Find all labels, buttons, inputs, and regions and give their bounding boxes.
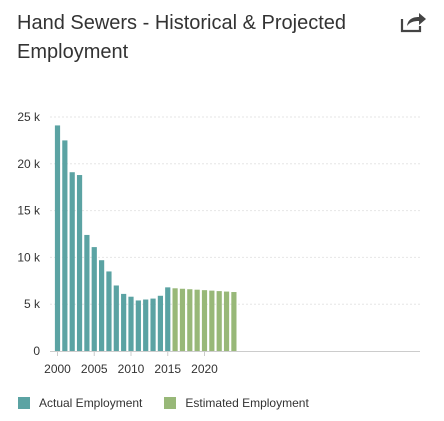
bar-actual[interactable] bbox=[113, 285, 119, 351]
chart-title: Hand Sewers - Historical & Projected Emp… bbox=[17, 12, 347, 63]
y-tick-label: 20 k bbox=[17, 157, 41, 171]
bar-estimated[interactable] bbox=[231, 292, 237, 351]
bar-estimated[interactable] bbox=[201, 290, 208, 351]
bar-actual[interactable] bbox=[143, 299, 149, 351]
bar-actual[interactable] bbox=[121, 293, 127, 351]
share-icon bbox=[400, 13, 426, 33]
bar-actual[interactable] bbox=[150, 298, 156, 351]
bar-actual[interactable] bbox=[135, 300, 141, 351]
bar-actual[interactable] bbox=[91, 247, 97, 351]
bar-estimated[interactable] bbox=[209, 290, 215, 351]
bar-actual[interactable] bbox=[165, 287, 171, 351]
bar-estimated[interactable] bbox=[179, 288, 186, 351]
y-tick-label: 5 k bbox=[24, 297, 41, 311]
bar-actual[interactable] bbox=[54, 125, 61, 351]
legend-item-estimated[interactable]: Estimated Employment bbox=[164, 396, 309, 410]
chart-legend: Actual Employment Estimated Employment bbox=[18, 394, 331, 412]
legend-swatch-actual bbox=[18, 397, 30, 409]
legend-label-actual: Actual Employment bbox=[39, 396, 143, 410]
legend-label-estimated: Estimated Employment bbox=[185, 396, 309, 410]
y-tick-label: 10 k bbox=[17, 250, 41, 264]
chart-area: 0 5 k 10 k 15 k 20 k 25 k 2000 2005 2010 2015 2020 bbox=[0, 100, 444, 390]
bar-chart: 0 5 k 10 k 15 k 20 k 25 k 2000 2005 2010 2015 2020 bbox=[17, 110, 420, 376]
x-tick-label: 2000 bbox=[44, 362, 71, 376]
bar-actual[interactable] bbox=[84, 234, 90, 351]
bar-actual[interactable] bbox=[106, 271, 112, 351]
legend-item-actual[interactable]: Actual Employment bbox=[18, 396, 142, 410]
y-tick-label: 15 k bbox=[17, 204, 41, 218]
bar-actual[interactable] bbox=[128, 296, 134, 351]
x-tick-label: 2010 bbox=[118, 362, 145, 376]
x-tick-label: 2015 bbox=[154, 362, 181, 376]
y-tick-label: 25 k bbox=[17, 110, 41, 124]
bar-estimated[interactable] bbox=[223, 291, 230, 351]
legend-swatch-estimated bbox=[164, 397, 177, 409]
bar-actual[interactable] bbox=[157, 295, 163, 351]
bar-actual[interactable] bbox=[99, 260, 105, 351]
bar-actual[interactable] bbox=[76, 175, 83, 351]
bar-estimated[interactable] bbox=[216, 291, 222, 351]
share-button[interactable] bbox=[398, 9, 428, 35]
y-tick-label: 0 bbox=[33, 344, 40, 358]
bar-actual[interactable] bbox=[69, 172, 75, 351]
bar-estimated[interactable] bbox=[187, 289, 193, 351]
bar-estimated[interactable] bbox=[172, 288, 178, 351]
x-tick-label: 2020 bbox=[191, 362, 218, 376]
bar-estimated[interactable] bbox=[194, 289, 200, 351]
bar-actual[interactable] bbox=[62, 140, 68, 351]
x-tick-label: 2005 bbox=[81, 362, 108, 376]
